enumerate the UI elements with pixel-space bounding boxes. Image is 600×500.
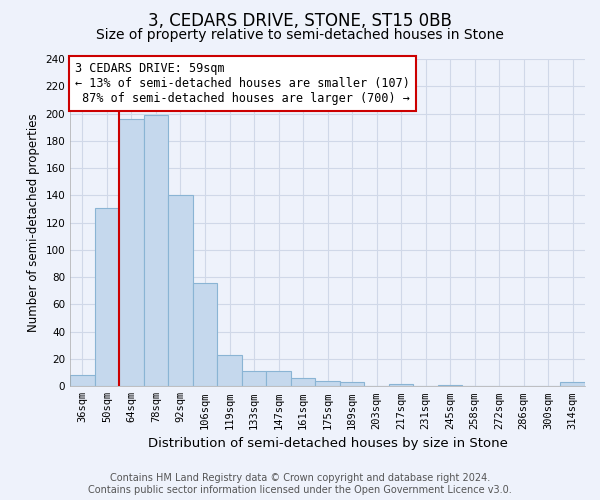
Bar <box>438 385 463 386</box>
Bar <box>119 119 144 386</box>
X-axis label: Distribution of semi-detached houses by size in Stone: Distribution of semi-detached houses by … <box>148 437 508 450</box>
Text: Contains HM Land Registry data © Crown copyright and database right 2024.
Contai: Contains HM Land Registry data © Crown c… <box>88 474 512 495</box>
Bar <box>193 282 217 387</box>
Text: 3, CEDARS DRIVE, STONE, ST15 0BB: 3, CEDARS DRIVE, STONE, ST15 0BB <box>148 12 452 30</box>
Bar <box>95 208 119 386</box>
Bar <box>144 115 168 386</box>
Bar <box>168 196 193 386</box>
Bar <box>316 381 340 386</box>
Bar <box>560 382 585 386</box>
Text: Size of property relative to semi-detached houses in Stone: Size of property relative to semi-detach… <box>96 28 504 42</box>
Bar <box>389 384 413 386</box>
Bar <box>70 376 95 386</box>
Bar <box>291 378 316 386</box>
Y-axis label: Number of semi-detached properties: Number of semi-detached properties <box>27 114 40 332</box>
Bar <box>340 382 364 386</box>
Bar <box>217 355 242 386</box>
Text: 3 CEDARS DRIVE: 59sqm
← 13% of semi-detached houses are smaller (107)
 87% of se: 3 CEDARS DRIVE: 59sqm ← 13% of semi-deta… <box>76 62 410 106</box>
Bar <box>266 372 291 386</box>
Bar <box>242 372 266 386</box>
